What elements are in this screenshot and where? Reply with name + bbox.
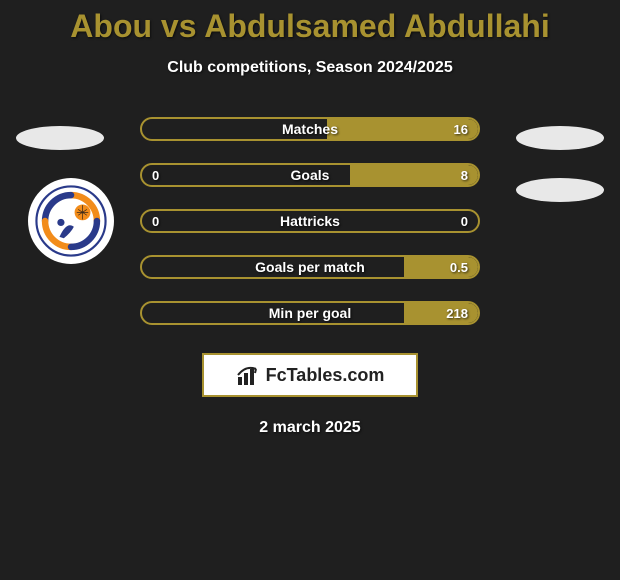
stat-label: Hattricks [280, 213, 340, 229]
stat-label: Matches [282, 121, 338, 137]
stats-section: Matches 16 0 Goals 8 0 Hattricks 0 Goals per mat… [0, 117, 620, 437]
stat-fill-right [350, 165, 478, 185]
stat-value-right: 0.5 [450, 260, 468, 275]
stat-row: 0 Goals 8 [140, 163, 480, 187]
branding-box[interactable]: FcTables.com [202, 353, 418, 397]
footer-date: 2 march 2025 [0, 419, 620, 437]
stat-value-right: 218 [446, 306, 468, 321]
subtitle: Club competitions, Season 2024/2025 [0, 59, 620, 77]
stat-row: Goals per match 0.5 [140, 255, 480, 279]
stat-value-left: 0 [152, 168, 159, 183]
stat-label: Goals [291, 167, 330, 183]
stat-value-right: 8 [461, 168, 468, 183]
stat-row: Min per goal 218 [140, 301, 480, 325]
stat-label: Min per goal [269, 305, 351, 321]
page-title: Abou vs Abdulsamed Abdullahi [0, 0, 620, 45]
bar-chart-icon [236, 363, 264, 387]
stat-value-right: 16 [454, 122, 468, 137]
stat-label: Goals per match [255, 259, 365, 275]
stat-row: Matches 16 [140, 117, 480, 141]
stat-value-right: 0 [461, 214, 468, 229]
stat-value-left: 0 [152, 214, 159, 229]
stat-row: 0 Hattricks 0 [140, 209, 480, 233]
branding-text: FcTables.com [266, 365, 385, 386]
